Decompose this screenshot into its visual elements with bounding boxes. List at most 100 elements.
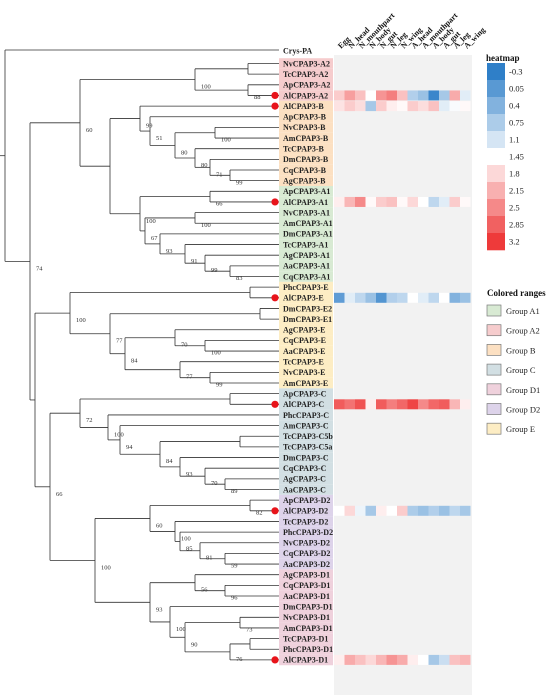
heatmap-cell bbox=[376, 101, 387, 112]
highlight-dot bbox=[271, 294, 279, 302]
heatmap-cell bbox=[376, 90, 387, 101]
bootstrap-value: 100 bbox=[181, 535, 191, 542]
clade-range-E bbox=[279, 377, 333, 389]
heatmap-cell bbox=[449, 505, 460, 516]
clade-range-C bbox=[279, 399, 333, 410]
clade-range-B bbox=[279, 111, 333, 123]
taxon-label: NvCPAP3-A1 bbox=[283, 208, 330, 217]
clade-range-E bbox=[279, 324, 333, 336]
heatmap-cell bbox=[460, 101, 471, 112]
heatmap-scale-tick: 0.4 bbox=[509, 101, 520, 111]
taxon-label: AmCPAP3-A1 bbox=[283, 219, 333, 228]
taxon-label: NvCPAP3-A2 bbox=[283, 59, 330, 68]
heatmap-cell bbox=[428, 654, 439, 665]
taxon-label: AgCPAP3-C bbox=[283, 475, 326, 484]
clade-range-D1 bbox=[279, 643, 333, 655]
clade-range-E bbox=[279, 313, 333, 325]
clade-range-C bbox=[279, 441, 333, 453]
group-legend-label: Group A2 bbox=[506, 326, 540, 336]
heatmap-cell bbox=[355, 654, 366, 665]
bootstrap-value: 93 bbox=[186, 471, 193, 478]
highlight-dot bbox=[271, 507, 279, 515]
bootstrap-value: 100 bbox=[114, 431, 124, 438]
clade-range-D2 bbox=[279, 558, 333, 570]
heatmap-cell bbox=[334, 101, 345, 112]
heatmap-cell bbox=[439, 292, 450, 303]
heatmap-scale-tick: -0.3 bbox=[509, 67, 522, 77]
clade-range-A1 bbox=[279, 228, 333, 240]
bootstrap-value: 100 bbox=[76, 317, 86, 324]
bootstrap-value: 90 bbox=[191, 641, 198, 648]
taxon-label: AgCPAP3-D1 bbox=[283, 571, 330, 580]
heatmap-cell bbox=[355, 292, 366, 303]
heatmap-cell bbox=[344, 399, 355, 410]
clade-range-D2 bbox=[279, 548, 333, 559]
clade-range-A1 bbox=[279, 249, 333, 261]
highlight-dot bbox=[271, 656, 279, 664]
taxon-label: AaCPAP3-D2 bbox=[283, 560, 330, 569]
heatmap-cell bbox=[460, 196, 471, 207]
bootstrap-value: 99 bbox=[216, 382, 223, 389]
clade-range-A1 bbox=[279, 207, 333, 218]
clade-range-C bbox=[279, 452, 333, 463]
heatmap-scale-tick: 1.45 bbox=[509, 152, 524, 162]
heatmap-scale-swatch bbox=[487, 199, 505, 217]
taxon-label: NvCPAP3-D1 bbox=[283, 613, 330, 622]
heatmap-cell bbox=[418, 90, 429, 101]
heatmap-scale-ticks: -0.3 0.05 0.4 0.75 1.1 1.45 1.8 2.15 2.5 2.85 3.2 bbox=[509, 67, 524, 247]
heatmap-cell bbox=[428, 196, 439, 207]
bootstrap-value: 80 bbox=[201, 162, 208, 169]
heatmap-cell bbox=[355, 399, 366, 410]
taxon-label: NvCPAP3-B bbox=[283, 123, 326, 132]
taxon-label: AgCPAP3-A1 bbox=[283, 251, 330, 260]
clade-range-B bbox=[279, 100, 333, 112]
clade-range-D2 bbox=[279, 505, 333, 517]
heatmap-cell bbox=[407, 196, 418, 207]
heatmap-cell bbox=[376, 399, 387, 410]
heatmap-cell bbox=[407, 654, 418, 665]
clade-range-D2 bbox=[279, 537, 333, 549]
heatmap-cell bbox=[439, 399, 450, 410]
highlight-dot bbox=[271, 102, 279, 110]
heatmap-cell bbox=[428, 399, 439, 410]
taxon-label: AlCPAP3-B bbox=[283, 102, 324, 111]
bootstrap-value: 82 bbox=[256, 509, 263, 516]
highlight-dots bbox=[271, 91, 279, 664]
heatmap-scale-swatch bbox=[487, 97, 505, 115]
heatmap-cell bbox=[365, 90, 376, 101]
heatmap-cell bbox=[365, 505, 376, 516]
clade-range-D1 bbox=[279, 633, 333, 644]
group-legend-label: Group C bbox=[506, 365, 536, 375]
heatmap-cell bbox=[449, 399, 460, 410]
taxon-label: CqCPAP3-C bbox=[283, 464, 327, 473]
heatmap-cell bbox=[334, 505, 345, 516]
clade-range-A2 bbox=[279, 79, 333, 91]
taxon-label: TcCPAP3-D1 bbox=[283, 634, 328, 643]
taxon-label: TcCPAP3-B bbox=[283, 145, 325, 154]
taxon-label: TcCPAP3-A2 bbox=[283, 70, 328, 79]
colored-ranges-legend-title: Colored ranges bbox=[487, 288, 546, 298]
clade-range-D1 bbox=[279, 601, 333, 612]
heatmap-column-labels: EggN_headN_mouthpartN_bodyN_gutN_legN_wi… bbox=[336, 11, 487, 51]
heatmap-cell bbox=[344, 654, 355, 665]
heatmap-cell bbox=[365, 196, 376, 207]
heatmap-cell bbox=[397, 196, 408, 207]
taxon-label: TcCPAP3-A1 bbox=[283, 240, 328, 249]
heatmap-cells bbox=[334, 90, 471, 665]
clade-range-D2 bbox=[279, 526, 333, 538]
bootstrap-value: 99 bbox=[236, 179, 243, 186]
taxon-label: ApCPAP3-B bbox=[283, 113, 327, 122]
bootstrap-value: 76 bbox=[236, 656, 243, 663]
clade-range-B bbox=[279, 154, 333, 165]
heatmap-cell bbox=[418, 399, 429, 410]
taxon-label: TcCPAP3-E bbox=[283, 358, 324, 367]
taxon-label: CqCPAP3-A1 bbox=[283, 272, 330, 281]
bootstrap-value: 85 bbox=[186, 545, 193, 552]
heatmap-cell bbox=[407, 292, 418, 303]
taxon-label: DmCPAP3-E1 bbox=[283, 315, 332, 324]
bootstrap-value: 93 bbox=[166, 248, 173, 255]
heatmap-cell bbox=[355, 90, 366, 101]
clade-range-E bbox=[279, 303, 333, 314]
